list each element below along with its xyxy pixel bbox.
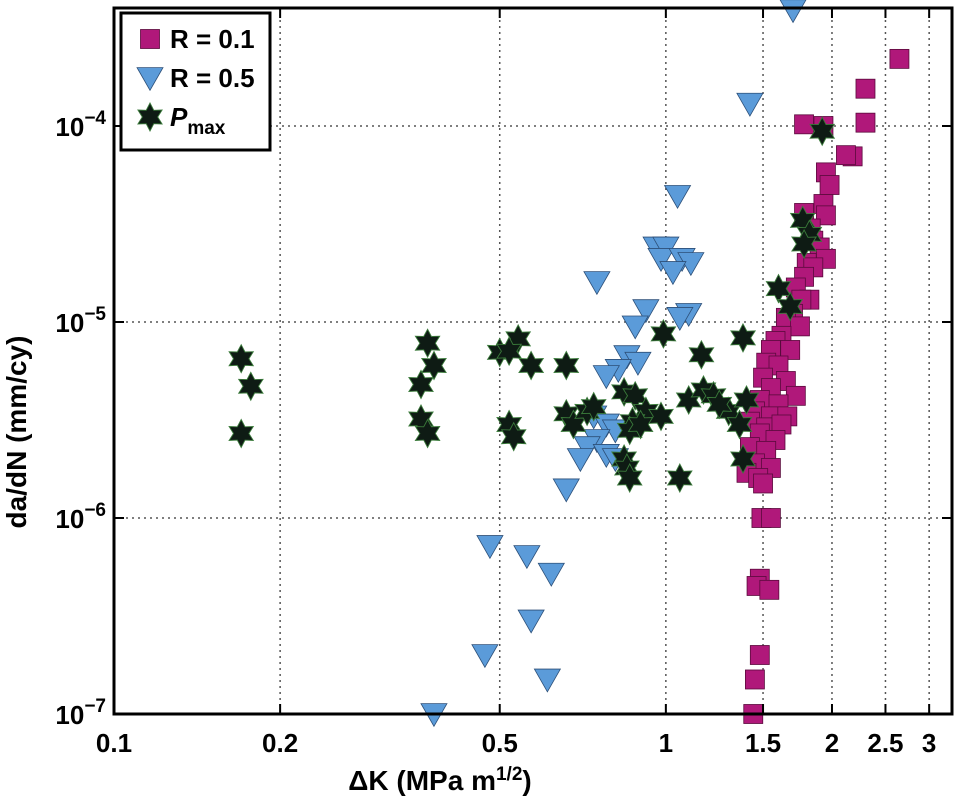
pmax-point bbox=[666, 463, 693, 493]
y-tick-label: 10−5 bbox=[55, 304, 106, 338]
pmax-point bbox=[518, 350, 545, 381]
series-r05 bbox=[420, 0, 807, 728]
r05-point bbox=[537, 562, 565, 587]
r01-point bbox=[855, 78, 876, 99]
r05-point bbox=[476, 535, 504, 560]
x-tick-label: 1.5 bbox=[745, 728, 781, 758]
r05-point bbox=[621, 315, 649, 340]
r01-point bbox=[753, 473, 773, 494]
x-axis-title: ΔK (MPa m1/2) bbox=[348, 764, 531, 796]
r01-point bbox=[780, 340, 801, 360]
y-axis-title: da/dN (mm/cy) bbox=[1, 336, 32, 529]
pmax-point bbox=[730, 444, 757, 474]
r01-point bbox=[785, 385, 806, 406]
r01-point bbox=[759, 579, 780, 600]
r05-point bbox=[647, 248, 675, 273]
r05-point bbox=[533, 668, 562, 693]
r05-point bbox=[513, 545, 541, 570]
r05-point bbox=[592, 365, 620, 390]
x-tick-label: 2.5 bbox=[867, 728, 903, 758]
x-tick-label: 3 bbox=[922, 728, 936, 758]
pmax-point bbox=[496, 336, 523, 367]
r01-point bbox=[790, 316, 810, 337]
x-tick-label: 2 bbox=[825, 728, 839, 758]
pmax-point bbox=[408, 369, 434, 400]
pmax-point bbox=[765, 273, 792, 304]
r05-point bbox=[517, 609, 545, 634]
y-tick-label: 10−6 bbox=[55, 500, 106, 534]
y-tick-label: 10−4 bbox=[55, 108, 106, 142]
x-tick-label: 1 bbox=[659, 728, 673, 758]
r05-point bbox=[736, 92, 764, 117]
pmax-point bbox=[500, 421, 527, 452]
pmax-point bbox=[228, 418, 255, 449]
series-pmax bbox=[228, 116, 836, 493]
r05-point bbox=[552, 478, 580, 503]
pmax-point bbox=[553, 350, 580, 381]
r01-point bbox=[749, 645, 770, 665]
r05-point bbox=[663, 185, 692, 210]
plot-frame bbox=[112, 6, 954, 716]
r05-point bbox=[659, 261, 687, 286]
pmax-point bbox=[420, 350, 447, 381]
legend-marker-r05 bbox=[136, 67, 164, 92]
x-tick-label: 0.5 bbox=[482, 728, 518, 758]
pmax-point bbox=[580, 391, 607, 422]
legend-marker-r01 bbox=[140, 29, 160, 49]
pmax-point bbox=[650, 318, 677, 349]
series-r01 bbox=[736, 48, 910, 724]
tick-marks bbox=[113, 8, 952, 715]
r05-point bbox=[632, 299, 660, 324]
pmax-point bbox=[688, 339, 715, 370]
r01-point bbox=[819, 175, 840, 195]
pmax-point bbox=[414, 418, 441, 449]
pmax-point bbox=[730, 322, 757, 353]
r01-point bbox=[760, 508, 781, 528]
r01-point bbox=[816, 205, 836, 226]
r05-point bbox=[566, 448, 595, 473]
pmax-point bbox=[237, 371, 264, 402]
pmax-point bbox=[616, 463, 643, 493]
pmax-point bbox=[228, 343, 255, 374]
r05-point bbox=[573, 436, 601, 461]
r05-point bbox=[583, 271, 611, 296]
y-tick-label: 10−7 bbox=[55, 696, 106, 730]
pmax-point bbox=[733, 385, 760, 415]
r01-point bbox=[889, 48, 910, 69]
r01-point bbox=[836, 145, 856, 166]
r05-point bbox=[779, 0, 807, 24]
r01-point bbox=[745, 669, 765, 690]
r05-point bbox=[624, 351, 652, 376]
r01-point bbox=[855, 112, 876, 133]
x-tick-labels: 0.1 0.2 0.5 1 1.5 2 2.5 3 bbox=[96, 728, 936, 758]
r05-point bbox=[471, 644, 499, 669]
legend-label-r05: R = 0.5 bbox=[170, 63, 255, 93]
legend-marker-pmax bbox=[137, 102, 163, 132]
legend-label-pmax: Pmax bbox=[170, 102, 226, 139]
pmax-point bbox=[706, 389, 733, 420]
x-tick-label: 0.1 bbox=[96, 728, 132, 758]
pmax-point bbox=[648, 401, 674, 432]
legend: R = 0.1 R = 0.5 Pmax bbox=[119, 11, 272, 152]
pmax-point bbox=[809, 116, 836, 147]
r05-point bbox=[666, 307, 694, 332]
pmax-point bbox=[622, 380, 649, 411]
x-tick-label: 0.2 bbox=[262, 728, 298, 758]
y-tick-labels: 10−7 10−6 10−5 10−4 bbox=[55, 108, 106, 730]
pmax-point bbox=[791, 229, 818, 259]
pmax-point bbox=[726, 409, 753, 440]
pmax-point bbox=[414, 328, 441, 359]
legend-label-r01: R = 0.1 bbox=[170, 24, 255, 54]
pmax-point bbox=[777, 291, 804, 322]
